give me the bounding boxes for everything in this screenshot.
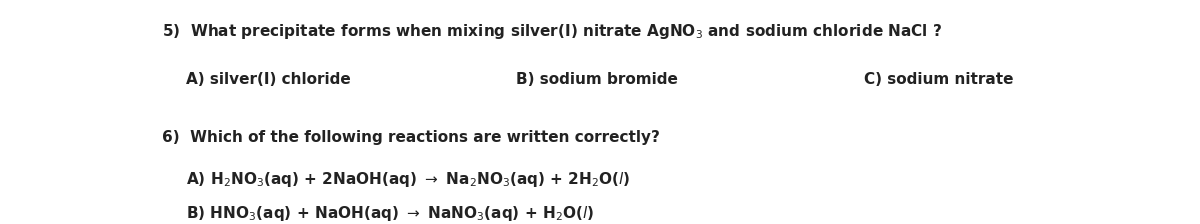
Text: B) HNO$_{3}$(aq) + NaOH(aq) $\rightarrow$ NaNO$_{3}$(aq) + H$_{2}$O($l$): B) HNO$_{3}$(aq) + NaOH(aq) $\rightarrow… <box>186 204 594 223</box>
Text: C) sodium nitrate: C) sodium nitrate <box>864 72 1014 87</box>
Text: B) sodium bromide: B) sodium bromide <box>516 72 678 87</box>
Text: 5)  What precipitate forms when mixing silver(I) nitrate AgNO$_{3}$ and sodium c: 5) What precipitate forms when mixing si… <box>162 22 942 41</box>
Text: A) H$_{2}$NO$_{3}$(aq) + 2NaOH(aq) $\rightarrow$ Na$_{2}$NO$_{3}$(aq) + 2H$_{2}$: A) H$_{2}$NO$_{3}$(aq) + 2NaOH(aq) $\rig… <box>186 170 630 189</box>
Text: 6)  Which of the following reactions are written correctly?: 6) Which of the following reactions are … <box>162 130 660 145</box>
Text: A) silver(I) chloride: A) silver(I) chloride <box>186 72 350 87</box>
